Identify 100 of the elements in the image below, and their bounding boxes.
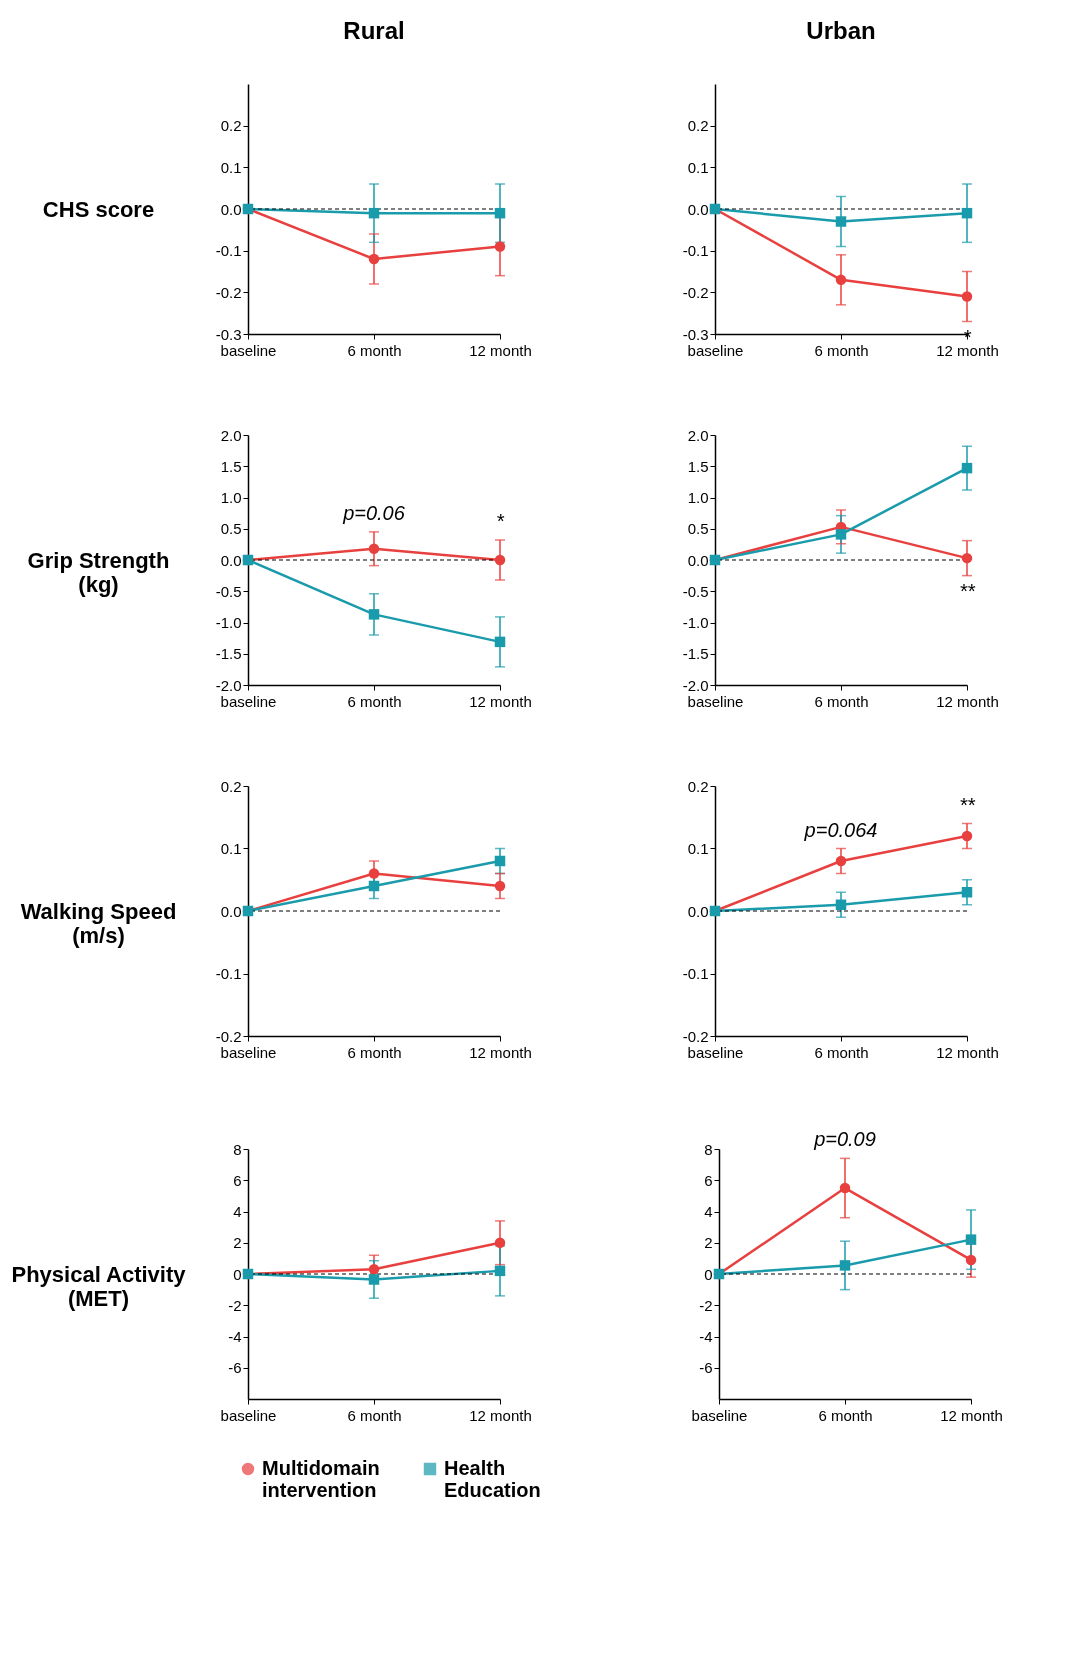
y-tick-label: -0.3 (215, 325, 242, 343)
y-axis-title: Physical Activity (MET) (11, 1261, 187, 1311)
y-axis-title: CHS score (42, 196, 155, 222)
point (835, 899, 847, 910)
x-tick-label: 6 month (347, 692, 402, 710)
y-tick-label: 2.0 (687, 426, 709, 444)
y-tick-label: 1.0 (220, 489, 242, 506)
y-tick-label: 6 (704, 1171, 713, 1189)
annotation: p=0.06 (342, 501, 406, 524)
x-tick-label: 12 month (940, 1406, 1003, 1424)
y-tick-label: -1.5 (682, 645, 709, 663)
y-tick-label: 1.5 (687, 457, 709, 475)
point (835, 216, 847, 227)
y-tick-label: -0.2 (682, 1027, 709, 1045)
y-tick-label: -0.1 (682, 965, 709, 982)
point (368, 880, 380, 892)
point (368, 253, 380, 265)
y-tick-label: 0.2 (220, 777, 242, 795)
y-tick-label: -1.0 (682, 614, 709, 631)
y-tick-label: 0.1 (220, 158, 242, 176)
y-tick-label: 1.0 (687, 489, 709, 506)
point (494, 855, 506, 867)
y-tick-label: -2.0 (215, 676, 242, 694)
y-tick-label: -0.2 (215, 1027, 242, 1045)
y-tick-label: 0.5 (687, 520, 709, 538)
y-tick-label: 1.5 (220, 457, 242, 475)
x-tick-label: 6 month (814, 1043, 869, 1061)
point (494, 207, 506, 219)
y-tick-label: -0.1 (215, 242, 242, 260)
y-tick-label: -0.5 (215, 582, 242, 600)
y-tick-label: 0.5 (220, 520, 242, 538)
x-tick-label: baseline (691, 1406, 748, 1424)
point (835, 529, 847, 540)
y-tick-label: 0.2 (220, 117, 242, 135)
y-tick-label: -0.1 (215, 965, 242, 982)
point (961, 552, 973, 564)
point (961, 207, 973, 219)
x-tick-label: baseline (220, 1406, 277, 1424)
y-tick-label: 2.0 (220, 426, 242, 444)
point (961, 462, 973, 474)
y-tick-label: 0.0 (220, 551, 242, 569)
y-tick-label: -2.0 (682, 676, 709, 694)
chart-title: Rural (343, 17, 405, 44)
point (961, 830, 973, 842)
point (494, 880, 506, 892)
y-tick-label: 6 (233, 1171, 242, 1189)
y-tick-label: 8 (704, 1140, 713, 1158)
y-tick-label: 0.0 (220, 902, 242, 920)
point (494, 554, 506, 566)
point (839, 1260, 851, 1271)
x-tick-label: 12 month (469, 341, 532, 359)
y-tick-label: -4 (228, 1328, 242, 1345)
point (368, 868, 380, 879)
x-tick-label: 12 month (469, 1406, 532, 1424)
point (965, 1254, 977, 1266)
y-tick-label: -6 (228, 1359, 242, 1377)
x-tick-label: 12 month (469, 692, 532, 710)
x-tick-label: 12 month (936, 692, 999, 710)
y-tick-label: 0.2 (687, 117, 709, 135)
point (368, 609, 380, 620)
x-tick-label: 12 month (936, 1043, 999, 1061)
y-tick-label: -0.2 (215, 283, 242, 301)
x-tick-label: baseline (220, 692, 277, 710)
point (368, 207, 380, 219)
annotation: p=0.09 (813, 1128, 876, 1151)
point (368, 1264, 380, 1275)
point (368, 1274, 380, 1285)
point (839, 1182, 851, 1194)
point (835, 855, 847, 867)
x-tick-label: 12 month (469, 1043, 532, 1061)
x-tick-label: baseline (220, 1043, 277, 1061)
x-tick-label: 6 month (347, 1043, 402, 1061)
x-tick-label: 6 month (347, 341, 402, 359)
point (961, 887, 973, 898)
y-tick-label: 0.1 (220, 840, 242, 857)
y-tick-label: -0.1 (682, 242, 709, 260)
y-tick-label: 0.0 (220, 200, 242, 218)
x-tick-label: 6 month (347, 1406, 402, 1424)
annotation: ** (959, 793, 976, 816)
point (835, 274, 847, 286)
chart-title: Urban (806, 17, 876, 44)
y-tick-label: 2 (233, 1234, 242, 1252)
y-tick-label: 0.0 (687, 551, 709, 569)
point (494, 1237, 506, 1248)
y-tick-label: 4 (704, 1203, 713, 1220)
y-tick-label: 0 (704, 1265, 713, 1283)
y-tick-label: -2 (228, 1296, 242, 1314)
y-tick-label: -0.2 (682, 283, 709, 301)
annotation: * (496, 510, 506, 532)
point (494, 241, 506, 252)
y-tick-label: 8 (233, 1140, 242, 1158)
x-tick-label: 6 month (814, 692, 869, 710)
y-tick-label: 0.2 (687, 777, 709, 795)
y-tick-label: -1.5 (215, 645, 242, 663)
x-tick-label: baseline (687, 692, 744, 710)
point (494, 1265, 506, 1277)
legend-label: Multidomain intervention (262, 1457, 380, 1501)
point (494, 636, 506, 648)
y-tick-label: 4 (233, 1203, 242, 1220)
legend-label: Health Education (444, 1457, 541, 1501)
